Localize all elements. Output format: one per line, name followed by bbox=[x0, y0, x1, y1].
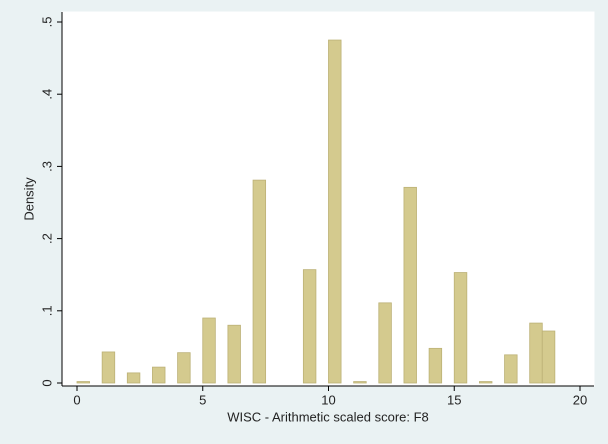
y-tick-label: .2 bbox=[39, 233, 54, 244]
y-tick-label: .5 bbox=[39, 17, 54, 28]
bar bbox=[202, 317, 216, 384]
bar bbox=[353, 381, 367, 384]
plot-region bbox=[61, 11, 595, 387]
x-tick-label: 10 bbox=[321, 392, 335, 407]
bar bbox=[101, 351, 116, 384]
bar bbox=[541, 330, 556, 384]
bar bbox=[252, 179, 267, 384]
bar bbox=[302, 269, 317, 384]
bar bbox=[478, 381, 493, 384]
x-tick-label: 5 bbox=[199, 392, 206, 407]
bar bbox=[403, 186, 417, 384]
y-tick-label: 0 bbox=[39, 379, 54, 386]
bar bbox=[227, 324, 241, 384]
bar bbox=[453, 272, 468, 384]
bar bbox=[177, 352, 191, 384]
bar bbox=[378, 302, 392, 384]
y-axis-label: Density bbox=[21, 177, 36, 221]
bar bbox=[76, 381, 90, 384]
bar bbox=[126, 372, 141, 384]
bar bbox=[428, 347, 443, 384]
y-tick-label: .3 bbox=[39, 161, 54, 172]
x-tick-label: 20 bbox=[573, 392, 587, 407]
bar bbox=[529, 322, 543, 384]
x-tick-label: 0 bbox=[73, 392, 80, 407]
bar bbox=[152, 366, 166, 384]
bar bbox=[504, 354, 518, 384]
bar bbox=[328, 39, 342, 384]
y-tick-label: .4 bbox=[39, 89, 54, 100]
x-tick-label: 15 bbox=[447, 392, 461, 407]
x-axis-label: WISC - Arithmetic scaled score: F8 bbox=[227, 409, 429, 424]
y-tick-label: .1 bbox=[39, 305, 54, 316]
